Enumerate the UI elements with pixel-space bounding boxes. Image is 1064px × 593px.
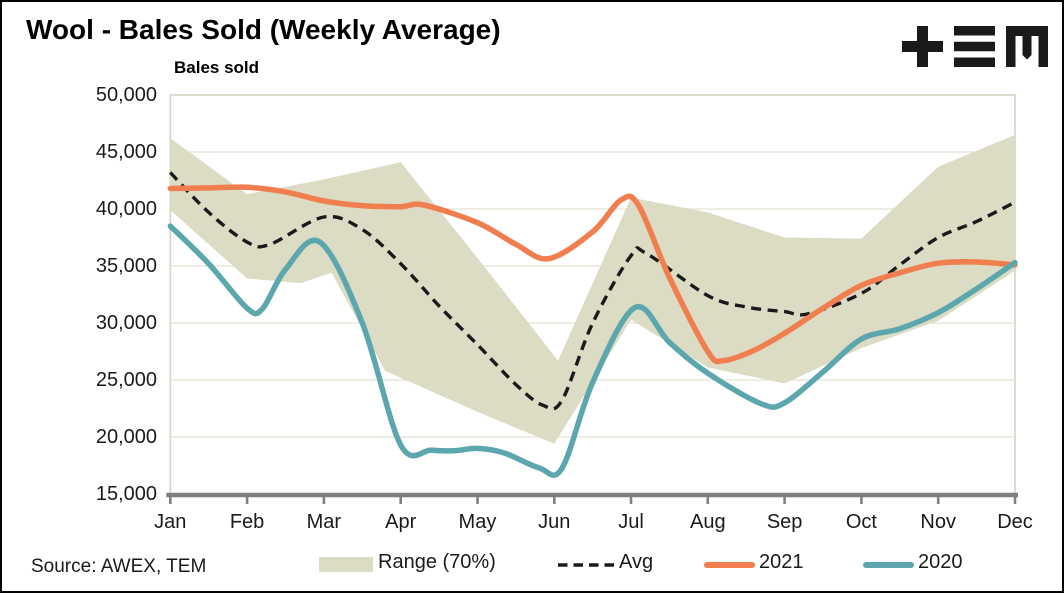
x-axis-labels: Jan Feb Mar Apr May Jun Jul Aug Sep Oct Nov Dec	[2, 2, 1062, 542]
y-tick-label: 45,000	[95, 141, 157, 163]
x-tick-label: Oct	[845, 511, 877, 533]
y-axis-labels: 50,000 45,000 40,000 35,000 30,000 25,000 20,0…	[57, 2, 157, 522]
tem-logo-icon	[902, 26, 1048, 67]
x-tick-label: May	[458, 511, 497, 533]
y-tick-label: 15,000	[95, 483, 157, 505]
m-glyph-icon	[1006, 26, 1048, 67]
legend-label-range: Range (70%)	[378, 551, 496, 573]
legend-swatch-2021	[704, 562, 755, 568]
tem-logo	[902, 26, 1048, 67]
series-line-2021	[167, 184, 1018, 365]
legend-label-2021: 2021	[759, 551, 804, 573]
source-note: Source: AWEX, TEM	[31, 556, 207, 577]
x-tick-label: Aug	[690, 511, 726, 533]
legend-label-avg: Avg	[619, 551, 654, 573]
x-tick-label: Jun	[538, 511, 571, 533]
x-tick-label: Dec	[997, 511, 1033, 533]
legend-swatch-2020	[863, 562, 914, 568]
chart-title: Wool - Bales Sold (Weekly Average)	[26, 14, 501, 45]
y-axis-title: Bales sold	[174, 58, 260, 77]
y-tick-label: 30,000	[95, 312, 157, 334]
series-line-2020	[167, 223, 1018, 478]
triple-bar-icon	[954, 26, 995, 36]
x-tick-label: Nov	[920, 511, 956, 533]
range-band	[170, 134, 1016, 444]
x-tick-label: Jul	[618, 511, 644, 533]
legend-label-2020: 2020	[918, 551, 963, 573]
y-tick-label: 50,000	[95, 84, 157, 106]
x-tick-label: Mar	[306, 511, 342, 533]
y-tick-label: 25,000	[95, 369, 157, 391]
legend-swatch-avg-icon	[558, 563, 614, 567]
x-tick-label: Feb	[229, 511, 265, 533]
legend-swatch-range	[319, 557, 373, 572]
x-tick-label: Sep	[766, 511, 803, 533]
y-tick-label: 40,000	[95, 198, 157, 220]
series-line-avg	[169, 171, 1016, 411]
y-tick-label: 35,000	[95, 255, 157, 277]
x-tick-label: Jan	[154, 511, 187, 533]
y-tick-label: 20,000	[95, 426, 157, 448]
x-tick-label: Apr	[385, 511, 417, 533]
